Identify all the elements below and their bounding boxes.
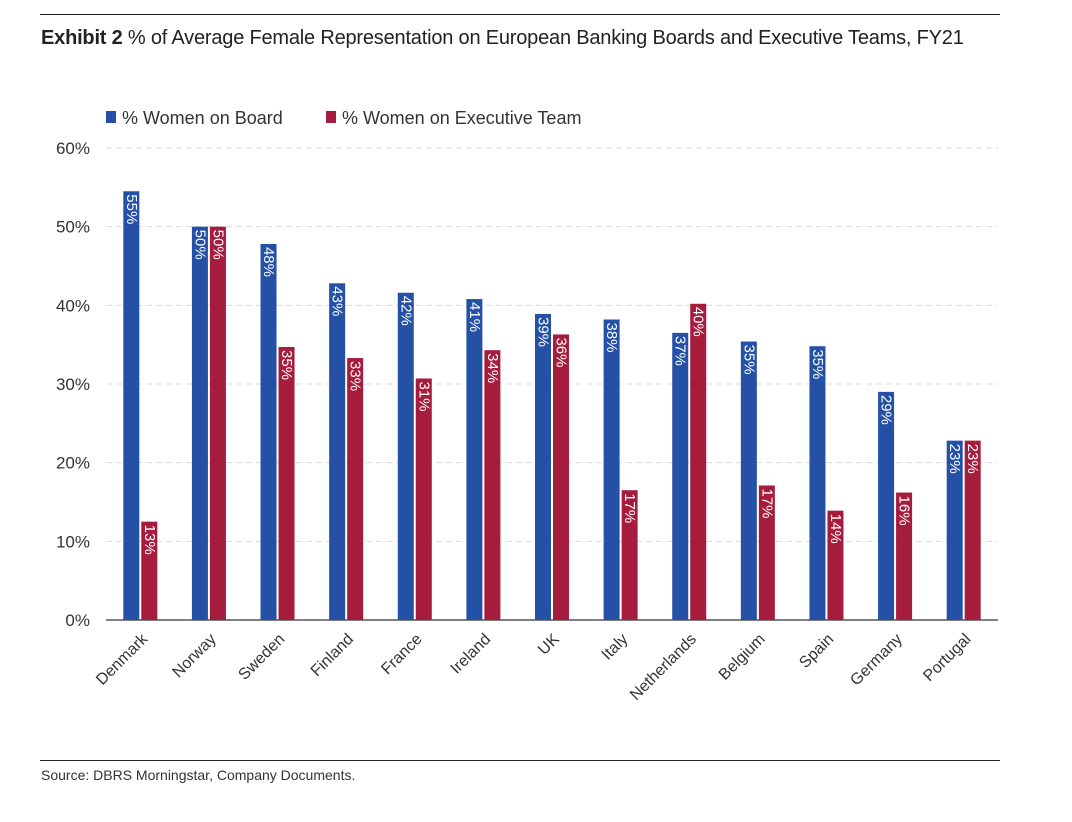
bar-board [123, 191, 140, 620]
data-label-board: 35% [740, 345, 757, 375]
x-tick-label: Netherlands [627, 631, 700, 704]
source-note: Source: DBRS Morningstar, Company Docume… [41, 767, 356, 783]
bar-board [603, 319, 620, 620]
data-label-exec: 17% [758, 488, 775, 518]
data-label-exec: 40% [690, 307, 707, 337]
bar-exec [347, 358, 364, 620]
data-label-board: 38% [603, 322, 620, 352]
x-tick-label: Norway [169, 631, 219, 681]
bar-exec [278, 347, 295, 620]
data-label-exec: 13% [141, 525, 158, 555]
x-tick-label: France [378, 631, 425, 678]
data-label-exec: 16% [896, 496, 913, 526]
bar-board [535, 313, 551, 620]
x-tick-label: Portugal [920, 631, 974, 685]
bar-board [191, 226, 208, 620]
bar-board [466, 299, 483, 620]
bar-exec [896, 492, 913, 620]
bar-board [809, 346, 826, 620]
bar-board [329, 283, 346, 620]
bar-exec [621, 490, 638, 620]
y-tick-label: 30% [56, 375, 90, 394]
bar-exec [553, 334, 569, 620]
y-tick-label: 20% [56, 454, 90, 473]
x-tick-label: Sweden [235, 631, 288, 684]
chart-title: Exhibit 2 % of Average Female Representa… [41, 27, 964, 50]
x-tick-label: Spain [796, 631, 837, 672]
bar-board [260, 243, 277, 620]
data-label-board: 42% [397, 296, 414, 326]
bar-exec [964, 440, 981, 620]
exhibit-label: Exhibit 2 [41, 27, 123, 49]
bar-exec [415, 378, 432, 620]
data-label-exec: 31% [415, 381, 432, 411]
bar-board [397, 292, 414, 620]
title-text: % of Average Female Representation on Eu… [127, 27, 964, 49]
data-label-board: 23% [946, 444, 963, 474]
bar-exec [209, 226, 226, 620]
bar-board [672, 332, 689, 620]
data-label-board: 50% [191, 230, 208, 260]
bar-board [740, 341, 757, 620]
x-tick-label: Denmark [93, 630, 152, 689]
top-rule [40, 14, 1000, 15]
y-tick-label: 50% [56, 218, 90, 237]
x-tick-label: Belgium [716, 631, 769, 684]
data-label-board: 41% [466, 302, 483, 332]
x-tick-label: Finland [308, 631, 357, 680]
data-label-exec: 34% [484, 353, 501, 383]
data-label-board: 48% [260, 247, 277, 277]
data-label-board: 43% [329, 286, 346, 316]
data-label-exec: 35% [278, 350, 295, 380]
data-label-board: 37% [672, 336, 689, 366]
bar-exec [758, 485, 775, 620]
legend-label: % Women on Executive Team [342, 108, 581, 128]
data-label-exec: 23% [964, 444, 981, 474]
y-tick-label: 40% [56, 296, 90, 315]
legend-swatch [106, 111, 116, 123]
bar-exec [484, 350, 501, 620]
bar-exec [141, 521, 158, 620]
data-label-board: 35% [809, 349, 826, 379]
y-tick-label: 60% [56, 139, 90, 158]
y-tick-label: 0% [65, 611, 90, 630]
data-label-exec: 17% [621, 493, 638, 523]
data-label-exec: 36% [553, 337, 570, 367]
bar-board [946, 440, 963, 620]
bar-exec [827, 510, 844, 620]
bar-board [878, 391, 895, 620]
x-tick-label: UK [535, 631, 563, 659]
data-label-exec: 14% [827, 514, 844, 544]
data-label-exec: 33% [347, 361, 364, 391]
data-label-board: 55% [123, 194, 140, 224]
legend-swatch [326, 111, 336, 123]
data-label-board: 29% [878, 395, 895, 425]
data-label-board: 39% [535, 317, 552, 347]
bottom-rule [40, 760, 1000, 761]
legend-label: % Women on Board [122, 108, 283, 128]
data-label-exec: 50% [209, 230, 226, 260]
x-tick-label: Germany [847, 631, 906, 690]
x-tick-label: Ireland [448, 631, 495, 678]
bar-exec [690, 303, 707, 620]
x-tick-label: Italy [599, 631, 632, 664]
y-tick-label: 10% [56, 532, 90, 551]
